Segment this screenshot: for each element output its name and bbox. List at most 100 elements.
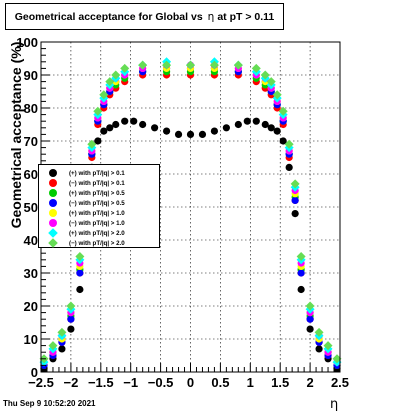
legend-marker	[49, 219, 57, 227]
data-point	[266, 77, 276, 87]
x-tick-label: 1	[247, 375, 254, 390]
data-point	[284, 139, 294, 149]
chart-title: Geometrical acceptance for Global vs η a…	[5, 3, 284, 30]
data-point	[93, 106, 103, 116]
data-point	[267, 124, 275, 132]
legend-marker	[48, 228, 58, 238]
legend-entry: (−) with pT/|q| > 2.0	[39, 238, 125, 248]
y-tick-label: 50	[24, 200, 38, 215]
data-point	[314, 327, 324, 337]
legend-label: (+) with pT/|q| > 0.5	[69, 189, 125, 197]
x-tick-label: −2.5	[28, 375, 54, 390]
data-point	[233, 60, 243, 70]
y-tick-label: 20	[24, 299, 38, 314]
legend-label: (−) with pT/|q| > 0.5	[69, 199, 125, 207]
data-point	[297, 285, 305, 294]
data-point	[58, 345, 66, 353]
data-point	[279, 137, 287, 145]
legend-marker	[49, 179, 57, 187]
data-point	[66, 301, 76, 311]
data-point	[139, 120, 147, 129]
legend-label: (−) with pT/|q| > 1.0	[69, 219, 125, 227]
data-point	[210, 127, 219, 135]
y-tick-label: 60	[24, 167, 38, 182]
title-eta-symbol: η	[207, 10, 215, 23]
y-tick-label: 80	[24, 101, 38, 116]
x-tick-label: 0.5	[211, 375, 229, 390]
data-point	[186, 60, 195, 70]
title-text: Geometrical acceptance for Global vs	[14, 10, 203, 23]
legend-entry: (−) with pT/|q| > 0.5	[39, 198, 125, 208]
data-point	[76, 269, 84, 277]
legend-label: (+) with pT/|q| > 2.0	[69, 229, 125, 237]
x-tick-label: −2	[63, 375, 78, 390]
data-point	[291, 210, 299, 218]
data-point	[297, 269, 305, 277]
legend-marker	[49, 209, 57, 217]
legend-label: (−) with pT/|q| > 0.1	[69, 179, 125, 187]
data-point	[291, 196, 299, 204]
data-point	[306, 325, 314, 333]
x-tick-label: 2	[306, 375, 313, 390]
legend-entry: (+) with pT/|q| > 0.5	[39, 188, 125, 198]
data-point	[305, 301, 315, 311]
data-point	[315, 345, 323, 353]
legend-marker	[48, 238, 58, 248]
legend-label: (+) with pT/|q| > 0.1	[69, 169, 125, 177]
data-point	[121, 117, 129, 125]
legend-entry: (−) with pT/|q| > 1.0	[39, 218, 125, 228]
legend-marker	[49, 189, 57, 197]
data-point	[76, 285, 84, 294]
data-point	[162, 60, 172, 70]
data-point	[138, 60, 148, 70]
x-tick-label: 2.5	[331, 375, 349, 390]
data-point	[198, 130, 207, 138]
data-point	[332, 354, 342, 364]
y-tick-label: 10	[24, 332, 38, 347]
x-tick-label: −1	[123, 375, 138, 390]
data-point	[67, 315, 75, 323]
data-point	[105, 77, 115, 87]
timestamp-footer: Thu Sep 9 10:52:20 2021	[3, 399, 96, 408]
data-points	[39, 57, 342, 373]
data-point	[57, 327, 67, 337]
data-point	[290, 179, 300, 189]
data-point	[222, 124, 230, 132]
legend-label: (−) with pT/|q| > 2.0	[69, 239, 125, 247]
data-point	[296, 252, 306, 261]
data-point	[111, 70, 121, 80]
data-point	[261, 120, 269, 129]
data-point	[151, 124, 159, 132]
data-point	[252, 117, 260, 125]
data-point	[209, 60, 219, 70]
data-point	[120, 63, 130, 73]
data-point	[99, 90, 109, 100]
x-tick-label: −0.5	[148, 375, 174, 390]
data-point	[186, 130, 195, 138]
legend-label: (+) with pT/|q| > 1.0	[69, 209, 125, 217]
y-tick-label: 30	[24, 266, 38, 281]
data-point	[87, 139, 97, 149]
data-point	[112, 120, 120, 129]
y-tick-label: 90	[24, 68, 38, 83]
y-tick-label: 100	[16, 35, 38, 50]
data-point	[234, 120, 242, 129]
data-point	[94, 137, 102, 145]
data-point	[106, 124, 114, 132]
data-point	[306, 315, 314, 323]
legend-entry: (+) with pT/|q| > 2.0	[39, 228, 125, 238]
data-point	[67, 325, 75, 333]
axis-tick-labels: −2.5 −2 −1.5 −1 −0.5 0 0.5 1 1.5 2 2.5 0 10 20 30 40 50 6…	[16, 35, 349, 390]
data-point	[323, 341, 333, 351]
data-point	[260, 70, 270, 80]
legend-entry: (+) with pT/|q| > 1.0	[39, 208, 125, 218]
data-point	[285, 163, 293, 171]
y-tick-label: 0	[31, 365, 38, 380]
x-tick-label: 1.5	[271, 375, 289, 390]
data-point	[243, 117, 251, 125]
legend-marker	[49, 169, 57, 177]
x-axis-label: η	[330, 397, 339, 412]
data-point	[162, 127, 171, 135]
legend: (+) with pT/|q| > 0.1 (−) with pT/|q| > 0…	[38, 164, 160, 248]
